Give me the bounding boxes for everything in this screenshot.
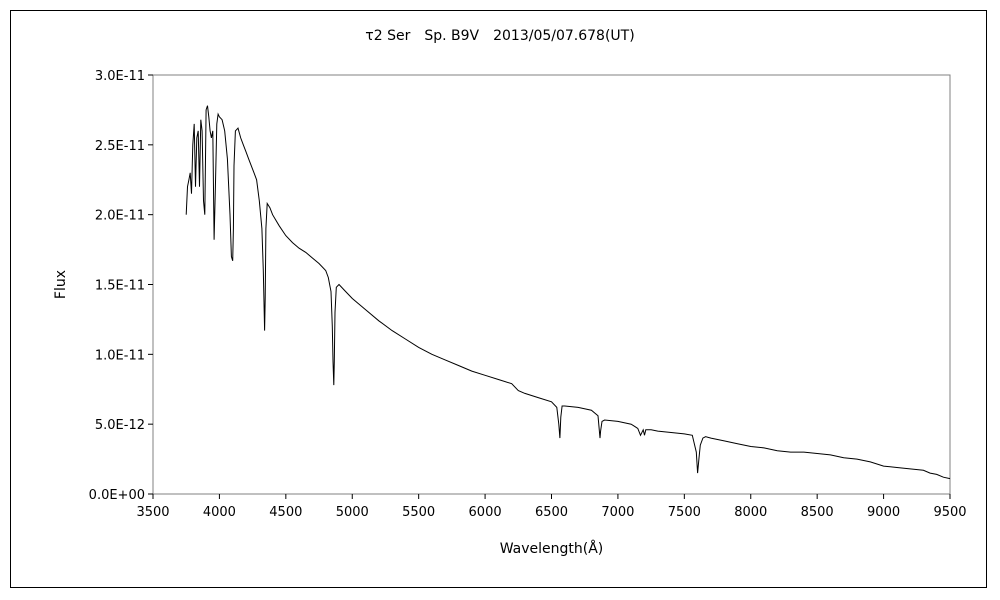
x-axis-label: Wavelength(Å) xyxy=(500,540,604,557)
x-tick-label: 7000 xyxy=(601,505,634,520)
x-tick-label: 8000 xyxy=(734,505,767,520)
x-tick-label: 9500 xyxy=(933,505,966,520)
x-tick-label: 8500 xyxy=(801,505,834,520)
y-tick-label: 1.5E-11 xyxy=(95,279,145,294)
x-tick-label: 6500 xyxy=(535,505,568,520)
x-tick-label: 5000 xyxy=(336,505,369,520)
x-tick-label: 5500 xyxy=(402,505,435,520)
chart-frame xyxy=(10,10,987,588)
chart-title: τ2 Ser Sp. B9V 2013/05/07.678(UT) xyxy=(365,28,635,44)
plot-border xyxy=(152,74,951,495)
x-tick-label: 4500 xyxy=(269,505,302,520)
x-tick-label: 3500 xyxy=(136,505,169,520)
y-axis-label: Flux xyxy=(53,270,69,299)
x-tick-label: 9000 xyxy=(867,505,900,520)
x-tick-label: 6000 xyxy=(469,505,502,520)
y-tick-label: 3.0E-11 xyxy=(95,69,145,84)
y-tick-label: 2.0E-11 xyxy=(95,209,145,224)
y-tick-label: 1.0E-11 xyxy=(95,348,145,363)
y-tick-label: 2.5E-11 xyxy=(95,139,145,154)
x-tick-label: 7500 xyxy=(668,505,701,520)
x-tick-label: 4000 xyxy=(203,505,236,520)
y-tick-label: 0.0E+00 xyxy=(89,488,145,503)
plot-area: 3500 4000 4500 5000 5500 6000 6500 7000 7500 8000… xyxy=(53,69,967,557)
spectrum-line xyxy=(185,105,951,480)
y-tick-label: 5.0E-12 xyxy=(95,418,145,433)
